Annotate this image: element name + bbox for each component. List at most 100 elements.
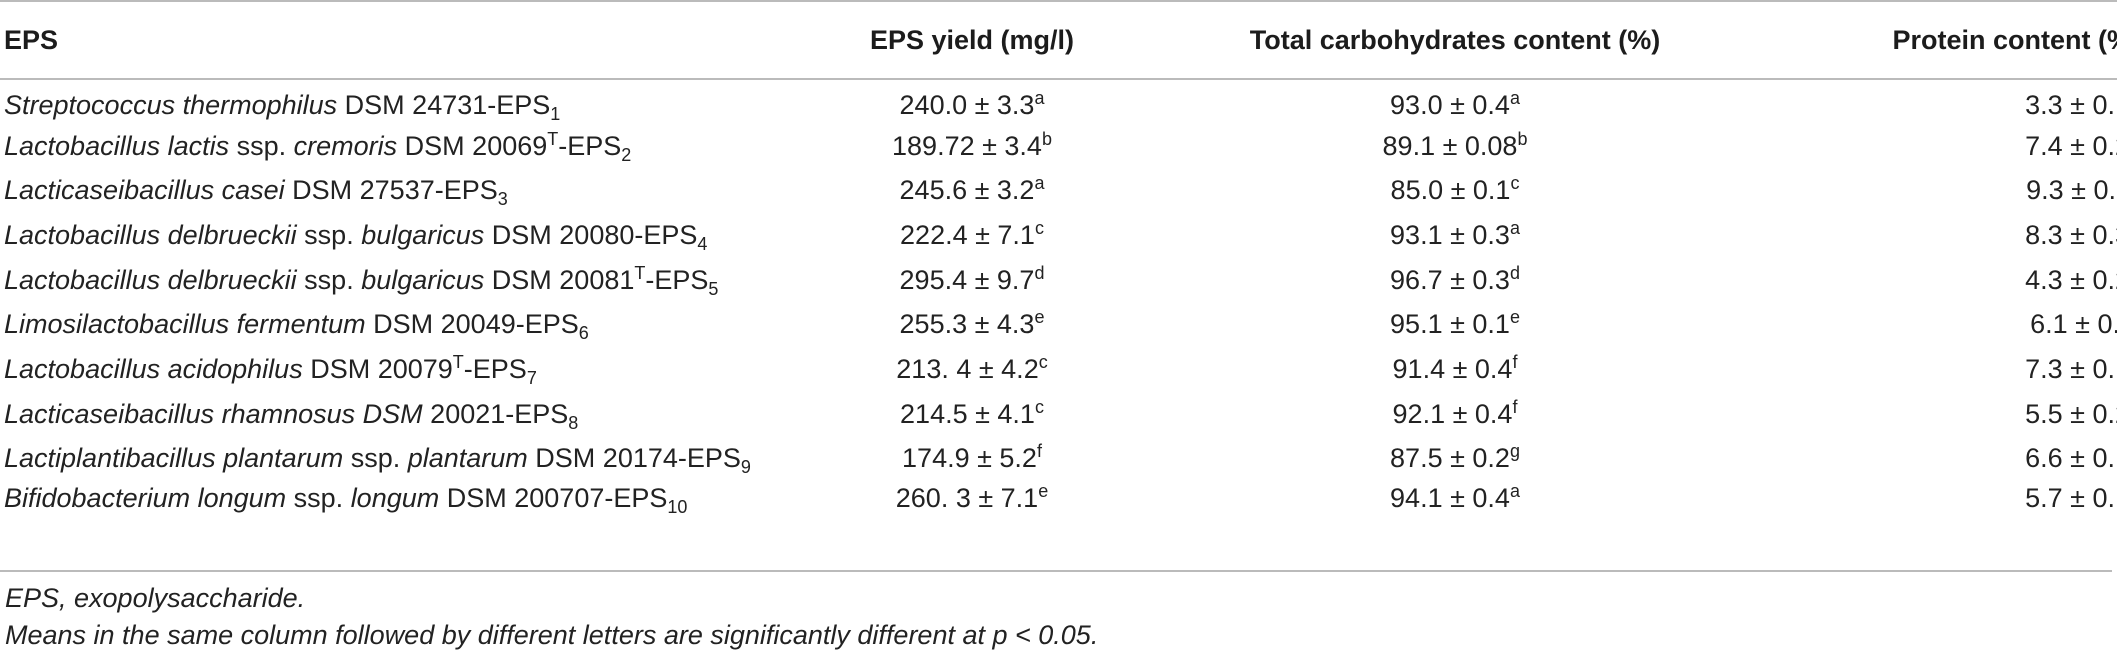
header-eps-yield: EPS yield (mg/l) — [798, 0, 1146, 80]
significance-letter: e — [1034, 307, 1045, 328]
strain-name-part: -EPS — [558, 130, 622, 161]
eps-yield-cell: 213. 4 ± 4.2c — [798, 347, 1146, 392]
significance-letter: f — [1036, 441, 1042, 462]
value-text: 174.9 ± 5.2 — [902, 443, 1037, 474]
eps-subscript: 5 — [708, 278, 719, 299]
strain-name-part: ssp. — [286, 483, 351, 514]
eps-yield-cell: 214.5 ± 4.1c — [798, 392, 1146, 437]
type-strain-marker: T — [547, 128, 559, 149]
significance-letter: e — [1509, 307, 1520, 328]
table-row: Lacticaseibacillus casei DSM 27537-EPS3 2… — [0, 168, 2117, 213]
significance-letter: b — [1041, 128, 1052, 149]
eps-yield-cell: 295.4 ± 9.7d — [798, 258, 1146, 303]
table-header-row: EPS EPS yield (mg/l) Total carbohydrates… — [0, 0, 2117, 80]
eps-subscript: 10 — [667, 497, 688, 518]
table-row: Lactobacillus lactis ssp. cremoris DSM 2… — [0, 124, 2117, 169]
strain-cell: Limosilactobacillus fermentum DSM 20049-… — [0, 302, 798, 347]
strain-cell: Lactobacillus acidophilus DSM 20079T-EPS… — [0, 347, 798, 392]
carbohydrate-cell: 95.1 ± 0.1e — [1146, 302, 1764, 347]
protein-cell: 5.7 ± 0.1g — [1764, 481, 2117, 526]
table-row: Limosilactobacillus fermentum DSM 20049-… — [0, 302, 2117, 347]
table-row: Lactobacillus acidophilus DSM 20079T-EPS… — [0, 347, 2117, 392]
eps-yield-cell: 245.6 ± 3.2a — [798, 168, 1146, 213]
protein-cell: 8.3 ± 0.3d — [1764, 213, 2117, 258]
strain-name-part: ssp. — [296, 264, 362, 295]
significance-letter: c — [1034, 396, 1044, 417]
value-text: 8.3 ± 0.3 — [2025, 219, 2117, 250]
strain-name-part: Lactobacillus lactis — [4, 130, 230, 161]
significance-letter: g — [1509, 441, 1520, 462]
eps-yield-cell: 222.4 ± 7.1c — [798, 213, 1146, 258]
strain-name-part: plantarum — [407, 443, 528, 474]
eps-yield-cell: 189.72 ± 3.4b — [798, 124, 1146, 169]
table-row: Lactiplantibacillus plantarum ssp. plant… — [0, 437, 2117, 482]
strain-name-part: DSM 20080-EPS — [484, 219, 698, 250]
value-text: 85.0 ± 0.1 — [1390, 175, 1511, 206]
significance-letter: a — [1034, 173, 1045, 194]
value-text: 245.6 ± 3.2 — [899, 175, 1035, 206]
type-strain-marker: T — [634, 262, 646, 283]
value-text: 260. 3 ± 7.1 — [895, 483, 1039, 514]
value-text: 295.4 ± 9.7 — [899, 264, 1035, 295]
carbohydrate-cell: 87.5 ± 0.2g — [1146, 437, 1764, 482]
strain-name-part: DSM 20049-EPS — [365, 309, 579, 340]
strain-name-part: -EPS — [463, 353, 527, 384]
strain-name-part: Lacticaseibacillus rhamnosus DSM — [4, 398, 423, 429]
footnote-abbreviation: EPS, exopolysaccharide. — [5, 583, 306, 613]
eps-subscript: 8 — [568, 412, 579, 433]
eps-subscript: 3 — [497, 189, 508, 210]
significance-letter: d — [1509, 262, 1520, 283]
carbohydrate-cell: 91.4 ± 0.4f — [1146, 347, 1764, 392]
strain-name-part: DSM 20081 — [484, 264, 635, 295]
significance-letter: a — [1034, 88, 1045, 109]
strain-name-part: 20021-EPS — [422, 398, 569, 429]
value-text: 213. 4 ± 4.2 — [896, 353, 1039, 384]
value-text: 7.3 ± 0.1 — [2025, 353, 2117, 384]
value-text: 87.5 ± 0.2 — [1390, 443, 1510, 474]
table-row: Lacticaseibacillus rhamnosus DSM 20021-E… — [0, 392, 2117, 437]
strain-name-part: DSM 20079 — [302, 353, 453, 384]
protein-cell: 5.5 ± 0.2g — [1764, 392, 2117, 437]
carbohydrate-cell: 89.1 ± 0.08b — [1146, 124, 1764, 169]
significance-letter: f — [1512, 351, 1518, 372]
protein-cell: 7.3 ± 0.1b — [1764, 347, 2117, 392]
value-text: 91.4 ± 0.4 — [1392, 353, 1513, 384]
protein-cell: 6.1 ± 0.2f — [1764, 302, 2117, 347]
value-text: 5.7 ± 0.1 — [2025, 483, 2117, 514]
strain-cell: Lacticaseibacillus casei DSM 27537-EPS3 — [0, 168, 798, 213]
strain-name-part: bulgaricus — [361, 219, 485, 250]
value-text: 189.72 ± 3.4 — [892, 130, 1042, 161]
carbohydrate-cell: 96.7 ± 0.3d — [1146, 258, 1764, 303]
header-total-carbohydrates: Total carbohydrates content (%) — [1146, 0, 1764, 80]
significance-letter: e — [1038, 481, 1049, 502]
table-row: Streptococcus thermophilus DSM 24731-EPS… — [0, 79, 2117, 124]
significance-letter: c — [1510, 173, 1520, 194]
strain-name-part: bulgaricus — [361, 264, 485, 295]
strain-name-part: ssp. — [343, 443, 408, 474]
eps-yield-cell: 255.3 ± 4.3e — [798, 302, 1146, 347]
value-text: 7.4 ± 0.2 — [2025, 130, 2117, 161]
header-protein-content: Protein content (%) — [1764, 0, 2117, 80]
strain-cell: Lactobacillus delbrueckii ssp. bulgaricu… — [0, 213, 798, 258]
strain-name-part: Streptococcus thermophilus — [4, 90, 338, 121]
value-text: 93.1 ± 0.3 — [1390, 219, 1510, 250]
strain-name-part: DSM 20069 — [397, 130, 548, 161]
strain-name-part: Bifidobacterium longum — [4, 483, 287, 514]
strain-name-part: Lacticaseibacillus casei — [4, 175, 285, 206]
protein-cell: 7.4 ± 0.2b — [1764, 124, 2117, 169]
strain-cell: Bifidobacterium longum ssp. longum DSM 2… — [0, 481, 798, 526]
strain-name-part: ssp. — [296, 219, 362, 250]
significance-letter: a — [1509, 88, 1520, 109]
protein-cell: 6.6 ± 0.1h — [1764, 437, 2117, 482]
value-text: 6.1 ± 0.2 — [2030, 309, 2117, 340]
table-bottom-rule — [0, 570, 2112, 572]
strain-cell: Streptococcus thermophilus DSM 24731-EPS… — [0, 79, 798, 124]
eps-yield-cell: 240.0 ± 3.3a — [798, 79, 1146, 124]
value-text: 9.3 ± 0.2 — [2026, 175, 2117, 206]
table-row: Lactobacillus delbrueckii ssp. bulgaricu… — [0, 258, 2117, 303]
footnote-significance: Means in the same column followed by dif… — [5, 620, 1099, 650]
eps-yield-cell: 260. 3 ± 7.1e — [798, 481, 1146, 526]
eps-subscript: 9 — [740, 457, 751, 478]
eps-table: EPS EPS yield (mg/l) Total carbohydrates… — [0, 0, 2117, 526]
